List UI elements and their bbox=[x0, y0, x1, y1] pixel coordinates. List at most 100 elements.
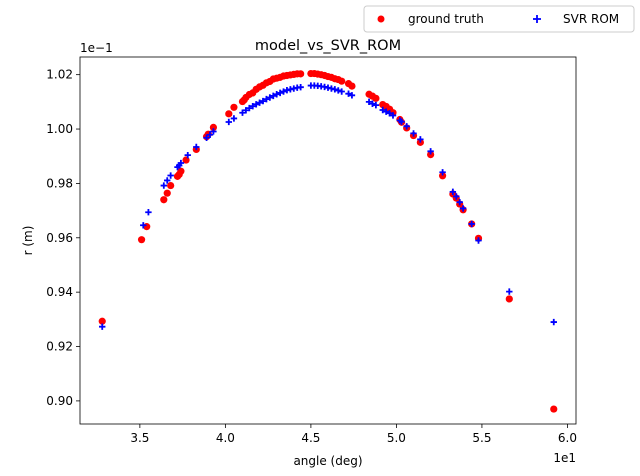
svr-rom-point bbox=[417, 136, 424, 143]
legend-svr-rom-label: SVR ROM bbox=[563, 12, 619, 26]
y-tick-label: 0.90 bbox=[46, 394, 73, 408]
ground-truth-point bbox=[137, 236, 146, 244]
svr-rom-point bbox=[239, 109, 246, 116]
y-tick-label: 0.96 bbox=[46, 231, 73, 245]
svr-rom-point bbox=[184, 151, 191, 159]
legend: ground truth SVR ROM bbox=[363, 5, 635, 33]
svr-rom-point bbox=[252, 101, 260, 108]
x-tick-label: 4.5 bbox=[301, 431, 320, 445]
ground-truth-point bbox=[163, 189, 171, 197]
svr-rom-point bbox=[386, 110, 393, 117]
ground-truth-point bbox=[98, 317, 106, 325]
y-axis-offset-text: 1e−1 bbox=[80, 41, 113, 55]
axes-frame bbox=[79, 56, 577, 425]
svr-rom-point bbox=[550, 318, 557, 326]
svr-rom-point bbox=[459, 205, 467, 212]
svr-rom-point bbox=[167, 172, 174, 179]
ground-truth-point bbox=[505, 295, 513, 303]
svr-rom-point bbox=[369, 100, 376, 107]
x-tick-label: 4.0 bbox=[216, 431, 235, 445]
svr-rom-point bbox=[345, 90, 352, 97]
svr-rom-point bbox=[338, 88, 345, 95]
svr-rom-point bbox=[365, 98, 373, 106]
svr-rom-point bbox=[453, 193, 460, 200]
legend-svr-rom-marker bbox=[533, 15, 541, 23]
y-tick-label: 0.92 bbox=[46, 340, 73, 354]
svr-rom-point bbox=[270, 92, 277, 100]
ground-truth-point bbox=[177, 167, 185, 175]
ground-truth-point bbox=[348, 82, 356, 90]
svr-rom-point bbox=[280, 88, 287, 95]
svr-rom-point bbox=[506, 288, 513, 295]
svr-rom-point bbox=[348, 92, 356, 99]
x-axis-label: angle (deg) bbox=[293, 454, 362, 468]
svr-rom-point bbox=[372, 101, 380, 109]
legend-box bbox=[363, 5, 635, 33]
svr-rom-point bbox=[256, 99, 263, 106]
y-axis-label: r (m) bbox=[21, 226, 35, 256]
x-tick-label: 5.0 bbox=[387, 431, 406, 445]
y-tick-label: 1.00 bbox=[46, 122, 73, 136]
x-axis-ticks: 3.5 4.0 4.5 5.0 5.5 6.0 bbox=[130, 424, 577, 445]
y-axis-ticks: 0.90 0.92 0.94 0.96 0.98 1.00 1.02 bbox=[46, 68, 80, 408]
svr-rom-point bbox=[439, 169, 446, 176]
svr-rom-point bbox=[427, 148, 434, 155]
svr-rom-point bbox=[379, 106, 386, 114]
y-tick-label: 1.02 bbox=[46, 68, 73, 82]
svr-rom-point bbox=[242, 107, 250, 114]
ground-truth-point bbox=[297, 70, 305, 78]
svr-rom-point bbox=[193, 143, 200, 151]
svr-rom-point bbox=[164, 177, 171, 184]
ground-truth-point bbox=[427, 150, 435, 159]
svr-rom-point bbox=[177, 159, 185, 167]
ground-truth-point bbox=[550, 405, 558, 413]
svr-rom-point bbox=[259, 97, 267, 105]
svr-rom-point bbox=[410, 130, 417, 137]
data-marks bbox=[98, 69, 558, 413]
ground-truth-point bbox=[438, 172, 447, 180]
svr-rom-point bbox=[210, 128, 217, 135]
svr-rom-point bbox=[297, 83, 304, 91]
ground-truth-point bbox=[230, 103, 238, 111]
legend-ground-truth-label: ground truth bbox=[408, 12, 484, 26]
x-tick-label: 6.0 bbox=[558, 431, 577, 445]
ground-truth-point bbox=[167, 181, 175, 190]
svr-rom-point bbox=[246, 104, 253, 112]
svr-rom-point bbox=[335, 87, 342, 94]
y-tick-label: 0.94 bbox=[46, 285, 73, 299]
svr-rom-point bbox=[145, 209, 152, 216]
x-tick-label: 3.5 bbox=[130, 431, 149, 445]
svr-rom-point bbox=[203, 134, 210, 141]
svr-rom-point bbox=[160, 182, 168, 189]
svr-rom-point bbox=[276, 89, 284, 97]
svr-rom-point bbox=[389, 112, 397, 119]
ground-truth-point bbox=[338, 77, 346, 85]
chart-title: model_vs_SVR_ROM bbox=[255, 38, 401, 54]
svr-rom-point bbox=[382, 108, 390, 115]
svr-rom-point bbox=[398, 118, 405, 125]
ground-truth-point bbox=[143, 223, 151, 231]
svr-rom-point bbox=[331, 86, 339, 93]
svr-rom-point bbox=[456, 198, 463, 206]
svr-rom-point bbox=[273, 91, 280, 98]
ground-truth-point bbox=[160, 196, 168, 204]
svr-rom-point bbox=[225, 118, 232, 126]
svr-rom-point bbox=[140, 222, 147, 229]
x-tick-label: 5.5 bbox=[472, 431, 491, 445]
ground-truth-point bbox=[209, 123, 218, 132]
svr-rom-point bbox=[468, 220, 475, 228]
y-tick-label: 0.98 bbox=[46, 176, 73, 190]
svr-rom-point bbox=[249, 103, 256, 110]
svr-rom-point bbox=[475, 237, 482, 244]
svr-rom-point bbox=[206, 131, 214, 138]
x-axis-offset-text: 1e1 bbox=[553, 451, 576, 465]
ground-truth-point bbox=[225, 110, 233, 118]
svr-rom-point bbox=[99, 323, 106, 330]
ground-truth-point bbox=[372, 94, 380, 102]
svr-rom-point bbox=[266, 94, 274, 101]
svr-rom-point bbox=[449, 188, 457, 196]
series-svr-rom bbox=[99, 82, 557, 330]
svr-rom-point bbox=[230, 115, 238, 122]
svr-rom-point bbox=[403, 123, 410, 130]
